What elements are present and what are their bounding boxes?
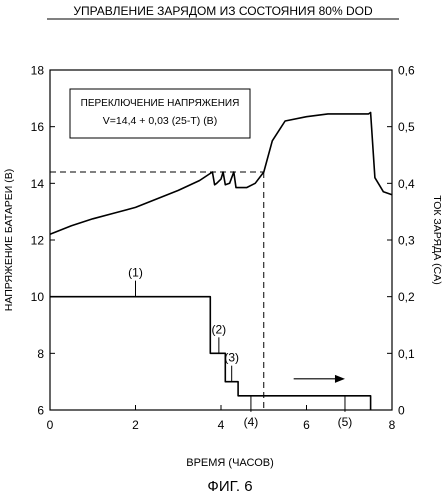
x-tick-label: 2 [132,418,139,432]
right-tick-label: 0,1 [398,347,415,361]
x-tick-label: 8 [389,418,396,432]
left-tick-label: 8 [37,347,44,361]
annotation-line-1: ПЕРЕКЛЮЧЕНИЕ НАПРЯЖЕНИЯ [81,98,240,109]
stage-label: (5) [338,415,353,429]
x-tick-label: 6 [303,418,310,432]
right-axis-label: ТОК ЗАРЯДА (CA) [431,195,443,284]
direction-arrow [293,374,345,383]
stage-label: (2) [212,322,227,336]
right-axis-ticks: 0 0,1 0,2 0,3 0,4 0,5 0,6 [387,64,415,418]
current-series-line [50,295,372,410]
series-lines [49,111,393,410]
left-tick-label: 18 [31,64,45,78]
voltage-series-line [49,111,393,236]
right-tick-label: 0,3 [398,234,415,248]
left-tick-label: 16 [31,120,45,134]
left-axis-ticks: 6 8 10 12 14 16 18 [31,64,55,418]
right-tick-label: 0,6 [398,64,415,78]
figure-caption: ФИГ. 6 [207,478,252,495]
reference-lines [50,171,265,410]
annotation-box [69,88,251,139]
x-axis-ticks: 0 2 4 6 8 [47,405,396,432]
right-tick-label: 0,5 [398,120,415,134]
x-axis-label: ВРЕМЯ (ЧАСОВ) [186,457,274,469]
chart-title: УПРАВЛЕНИЕ ЗАРЯДОМ ИЗ СОСТОЯНИЯ 80% DOD [73,4,373,18]
left-tick-label: 10 [31,290,45,304]
stage-label: (1) [128,266,143,280]
stage-label: (4) [244,415,259,429]
left-tick-label: 14 [31,177,45,191]
arrow-head [334,374,345,383]
right-tick-label: 0,4 [398,177,415,191]
annotation-line-2: V=14,4 + 0,03 (25-T) (В) [103,115,217,127]
left-axis-label: НАПРЯЖЕНИЕ БАТАРЕИ (В) [3,169,15,312]
x-tick-label: 0 [47,418,54,432]
stage-label: (3) [224,351,239,365]
right-tick-label: 0 [398,404,405,418]
left-tick-label: 12 [31,234,45,248]
x-tick-label: 4 [218,418,225,432]
right-tick-label: 0,2 [398,290,415,304]
left-tick-label: 6 [37,404,44,418]
stage-labels: (1) (2) (3) (4) (5) [128,266,352,429]
